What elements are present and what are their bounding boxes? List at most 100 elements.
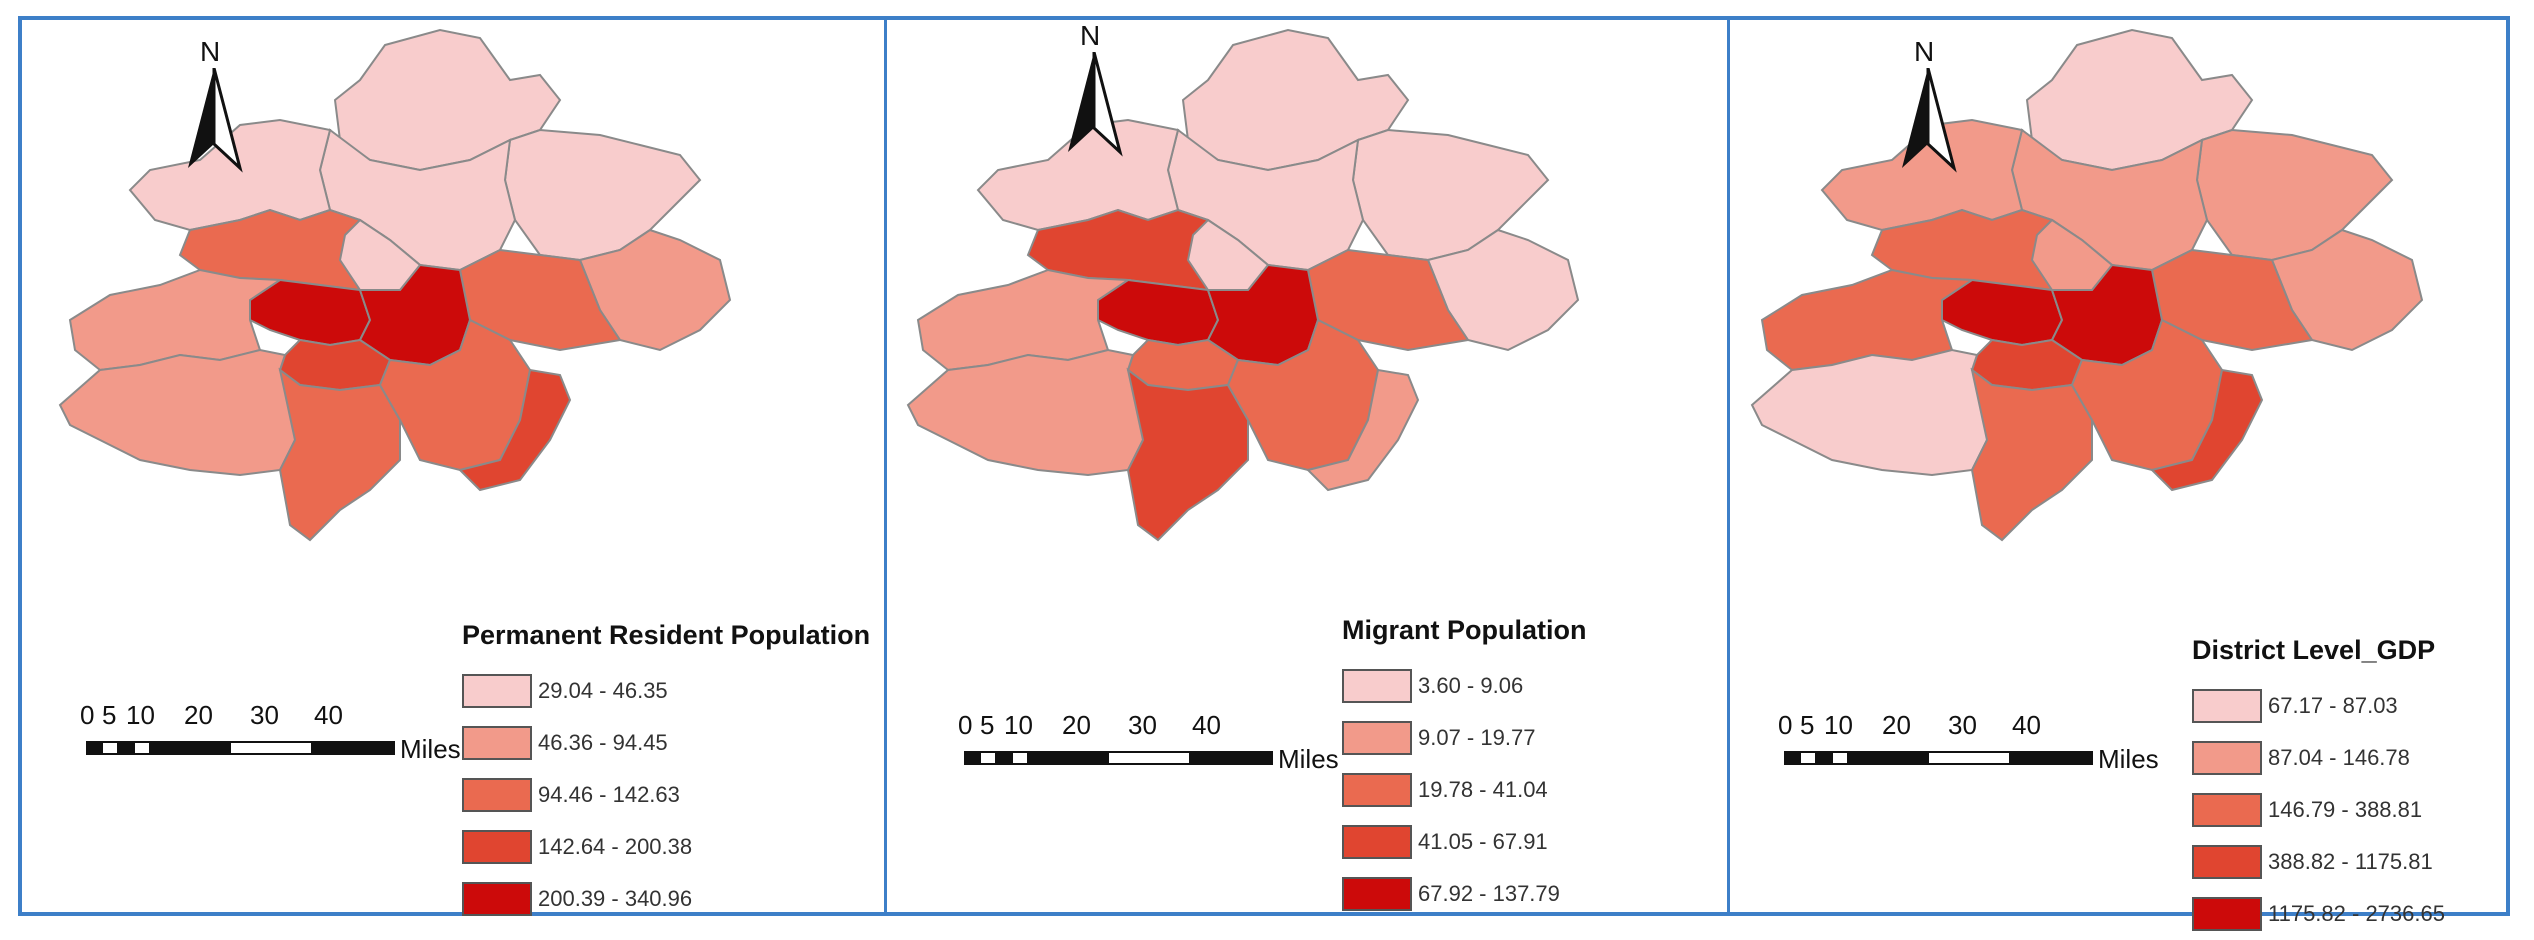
district-region (2030, 218, 2114, 291)
scale-bar-segment (311, 741, 395, 755)
legend-label: 146.79 - 388.81 (2268, 797, 2423, 822)
north-label: N (200, 36, 221, 67)
map-panel-district-level-gdp: N 0 5 10 20 30 40 Miles District Level_GDP 67.… (1732, 20, 2534, 931)
legend-swatch (462, 882, 532, 916)
district-region (1351, 128, 1550, 262)
district-region (2150, 368, 2264, 492)
scale-bar-segment (117, 741, 135, 755)
scale-tick-label: 40 (314, 700, 343, 730)
legend-item: 9.07 - 19.77 (1342, 712, 1762, 764)
legend-label: 29.04 - 46.35 (538, 678, 668, 703)
scale-bar-graphic (964, 751, 1273, 765)
scale-bar-segment (86, 741, 103, 755)
district-region (458, 368, 572, 492)
legend: District Level_GDP 67.17 - 87.03 87.04 - … (2192, 635, 2534, 940)
legend-label: 41.05 - 67.91 (1418, 829, 1548, 854)
scale-tick-labels: 0 5 10 20 30 40 (958, 710, 1378, 744)
district-region (1941, 278, 2064, 347)
scale-tick-label: 0 (958, 710, 973, 740)
legend-label: 1175.82 - 2736.65 (2268, 901, 2445, 926)
scale-tick-label: 20 (184, 700, 213, 730)
north-arrow-icon (188, 68, 243, 173)
district-region (58, 348, 302, 477)
panel-divider (1727, 16, 1730, 916)
legend-item: 87.04 - 146.78 (2192, 732, 2534, 784)
legend: Permanent Resident Population 29.04 - 46… (462, 620, 882, 925)
legend-item: 46.36 - 94.45 (462, 717, 882, 769)
legend: Migrant Population 3.60 - 9.06 9.07 - 19.… (1342, 615, 1762, 920)
legend-label: 67.17 - 87.03 (2268, 693, 2398, 718)
scale-bar-segment (1831, 751, 1849, 765)
north-arrow: N (1902, 36, 1982, 186)
legend-swatch (462, 726, 532, 760)
scale-tick-label: 10 (1004, 710, 1033, 740)
scale-units: Miles (1278, 744, 1339, 774)
north-label: N (1914, 36, 1935, 67)
legend-swatch (1342, 669, 1412, 703)
legend-swatch (2192, 741, 2262, 775)
legend-swatch (462, 674, 532, 708)
legend-label: 200.39 - 340.96 (538, 886, 693, 911)
legend-label: 87.04 - 146.78 (2268, 745, 2410, 770)
legend-swatch (2192, 689, 2262, 723)
scale-bar-segment (1815, 751, 1833, 765)
scale-bar-segment (1027, 751, 1109, 765)
scale-tick-label: 40 (1192, 710, 1221, 740)
legend-swatch (1342, 877, 1412, 911)
legend-label: 67.92 - 137.79 (1418, 881, 1560, 906)
legend-item: 1175.82 - 2736.65 (2192, 888, 2534, 940)
legend-label: 19.78 - 41.04 (1418, 777, 1548, 802)
north-label: N (1080, 20, 1101, 51)
scale-tick-label: 30 (250, 700, 279, 730)
district-map (906, 28, 1580, 542)
map-panel-migrant-population: N 0 5 10 20 30 40 Miles Migrant Population 3.6… (888, 20, 1708, 912)
scale-tick-label: 5 (980, 710, 995, 740)
district-region (278, 367, 401, 542)
scale-bar-segment (979, 751, 997, 765)
scale-bar-segment (101, 741, 119, 755)
legend-item: 142.64 - 200.38 (462, 821, 882, 873)
scale-bar-segment (133, 741, 151, 755)
legend-swatch (1342, 825, 1412, 859)
legend-item: 3.60 - 9.06 (1342, 660, 1762, 712)
scale-tick-label: 0 (1778, 710, 1793, 740)
legend-label: 94.46 - 142.63 (538, 782, 680, 807)
scale-tick-label: 5 (102, 700, 117, 730)
scale-bar-graphic (1784, 751, 2093, 765)
district-region (1126, 367, 1249, 542)
legend-item: 67.92 - 137.79 (1342, 868, 1762, 920)
scale-bar-segment (149, 741, 231, 755)
legend-swatch (462, 830, 532, 864)
district-map (58, 28, 732, 542)
legend-swatch (1342, 721, 1412, 755)
legend-item: 146.79 - 388.81 (2192, 784, 2534, 836)
district-region (2195, 128, 2394, 262)
district-region (1970, 367, 2093, 542)
scale-bar-segment (1011, 751, 1029, 765)
legend-item: 29.04 - 46.35 (462, 665, 882, 717)
legend-swatch (1342, 773, 1412, 807)
scale-bar-segment (1799, 751, 1817, 765)
legend-swatch (2192, 845, 2262, 879)
district-region (1750, 348, 1994, 477)
legend-items: 3.60 - 9.06 9.07 - 19.77 19.78 - 41.04 41.0… (1342, 660, 1762, 920)
north-arrow: N (1068, 20, 1148, 170)
district-region (503, 128, 702, 262)
map-panel-permanent-resident-population: N 0 5 10 20 30 40 Miles Permanent Resident Pop… (40, 20, 870, 916)
legend-title: District Level_GDP (2192, 635, 2436, 665)
legend-title: Migrant Population (1342, 615, 1587, 645)
scale-bar: 0 5 10 20 30 40 Miles (80, 700, 500, 780)
scale-bar: 0 5 10 20 30 40 Miles (958, 710, 1378, 790)
scale-bar-segment (1189, 751, 1273, 765)
scale-bar-segment (1847, 751, 1929, 765)
north-arrow-icon (1068, 52, 1123, 157)
legend-title: Permanent Resident Population (462, 620, 871, 650)
scale-tick-label: 10 (126, 700, 155, 730)
scale-bar-segment (964, 751, 981, 765)
district-map (1750, 28, 2424, 542)
scale-tick-label: 20 (1882, 710, 1911, 740)
district-region (1097, 278, 1220, 347)
legend-swatch (2192, 897, 2262, 931)
legend-item: 41.05 - 67.91 (1342, 816, 1762, 868)
legend-item: 388.82 - 1175.81 (2192, 836, 2534, 888)
